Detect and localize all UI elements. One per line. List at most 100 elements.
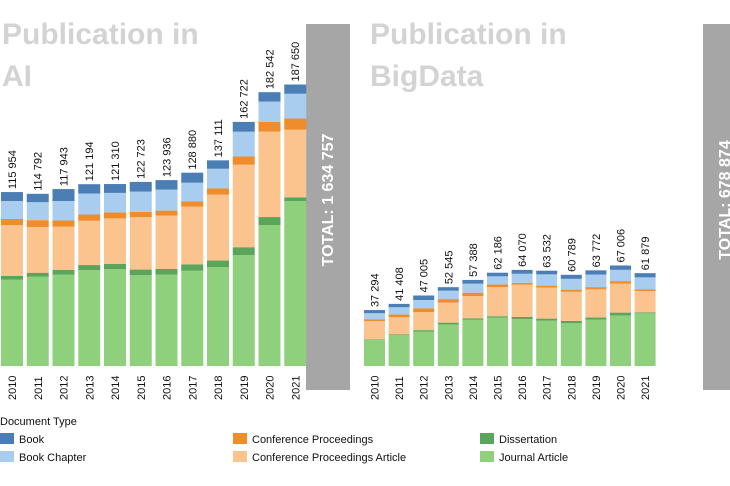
bar-segment-book xyxy=(129,181,152,192)
bar-segment-dissertation xyxy=(388,334,410,336)
bar-segment-book-chapter xyxy=(104,192,126,213)
bar-segment-book xyxy=(536,270,558,275)
x-tick-label: 2010 xyxy=(370,376,382,400)
bar-segment-book-chapter xyxy=(284,93,307,119)
legend-label-book: Book xyxy=(19,434,45,446)
bar-segment-dissertation xyxy=(610,312,631,316)
bar-segment-dissertation xyxy=(511,316,533,320)
bar-segment-conference-proceedings-article xyxy=(52,226,75,270)
x-tick-label: 2019 xyxy=(239,376,251,400)
legend-swatch-book-chapter xyxy=(0,451,14,462)
x-tick-label: 2018 xyxy=(566,376,578,400)
bar-total-label: 187 650 xyxy=(290,42,302,82)
bar-segment-book-chapter xyxy=(181,182,204,202)
bar-segment-dissertation xyxy=(560,320,582,324)
chart-ai: Publication in AI TOTAL: 1 634 757 115 954 2… xyxy=(1,18,350,400)
bar-segment-dissertation xyxy=(207,260,229,267)
bar-segment-journal-article xyxy=(232,255,255,366)
bar-segment-dissertation xyxy=(129,269,152,276)
legend-swatch-book xyxy=(0,433,14,444)
bar-segment-conference-proceedings xyxy=(1,219,23,225)
x-tick-label: 2013 xyxy=(84,376,96,400)
bar-segment-conference-proceedings xyxy=(78,214,101,221)
legend-label-book-chapter: Book Chapter xyxy=(19,452,87,464)
bar-segment-book xyxy=(104,184,126,193)
bar-total-label: 62 186 xyxy=(493,236,505,270)
bar-segment-book xyxy=(181,172,204,183)
bar-segment-journal-article xyxy=(610,315,631,366)
bar-segment-conference-proceedings xyxy=(462,292,484,297)
bar-segment-book xyxy=(487,272,508,277)
bar-segment-conference-proceedings-article xyxy=(181,206,204,265)
x-tick-label: 2021 xyxy=(640,376,652,400)
legend-swatch-conference-proceedings-article xyxy=(233,451,247,462)
bar-segment-book-chapter xyxy=(78,193,101,215)
bar-segment-conference-proceedings xyxy=(413,308,435,313)
bar-segment-journal-article xyxy=(462,319,484,366)
x-tick-label: 2015 xyxy=(136,376,148,400)
x-tick-label: 2019 xyxy=(591,376,603,400)
bar-total-label: 41 408 xyxy=(394,267,406,301)
bar-segment-dissertation xyxy=(1,276,23,280)
bar-segment-journal-article xyxy=(364,339,385,366)
bar-segment-journal-article xyxy=(560,323,582,366)
bar-total-label: 128 880 xyxy=(187,130,199,170)
legend-label-conference-proceedings: Conference Proceedings xyxy=(252,434,374,446)
bar-segment-conference-proceedings-article xyxy=(129,217,152,270)
x-tick-label: 2018 xyxy=(213,376,225,400)
bar-total-label: 64 070 xyxy=(517,233,529,267)
bar-segment-dissertation xyxy=(462,318,484,320)
bar-segment-book-chapter xyxy=(487,276,508,285)
bar-segment-conference-proceedings xyxy=(388,314,410,318)
bar-segment-dissertation xyxy=(181,264,204,271)
x-tick-label: 2020 xyxy=(616,376,628,400)
bar-segment-journal-article xyxy=(181,270,204,366)
bar-total-label: 37 294 xyxy=(370,273,382,307)
bar-segment-conference-proceedings-article xyxy=(536,287,558,319)
bar-segment-dissertation xyxy=(52,270,75,275)
bar-segment-book xyxy=(258,92,281,102)
total-label: TOTAL: 678 874 xyxy=(717,140,730,260)
chart-title-line-2: AI xyxy=(2,60,32,93)
x-tick-label: 2013 xyxy=(443,376,455,400)
bar-segment-book-chapter xyxy=(232,131,255,157)
bar-segment-book-chapter xyxy=(634,277,656,290)
bar-segment-journal-article xyxy=(258,225,281,366)
bar-segment-journal-article xyxy=(511,319,533,366)
bar-segment-conference-proceedings-article xyxy=(634,291,656,313)
bar-total-label: 60 789 xyxy=(566,238,578,272)
bar-total-label: 61 879 xyxy=(640,237,652,271)
x-tick-label: 2020 xyxy=(265,376,277,400)
bar-segment-dissertation xyxy=(78,265,101,270)
bar-segment-book xyxy=(364,310,385,314)
bar-segment-book xyxy=(52,189,75,201)
bar-segment-journal-article xyxy=(388,335,410,366)
bar-segment-dissertation xyxy=(258,217,281,225)
bar-total-label: 63 532 xyxy=(542,234,554,268)
bar-segment-book xyxy=(232,121,255,132)
bar-segment-book xyxy=(155,180,178,190)
bar-segment-book-chapter xyxy=(1,201,23,219)
bar-segment-conference-proceedings xyxy=(207,188,229,195)
total-box xyxy=(306,24,350,390)
bar-segment-conference-proceedings-article xyxy=(104,218,126,264)
bar-segment-journal-article xyxy=(413,331,435,366)
bar-total-label: 47 005 xyxy=(419,259,431,293)
bar-segment-conference-proceedings xyxy=(155,210,178,216)
chart-title-line-1: Publication in xyxy=(2,18,199,51)
bar-segment-book-chapter xyxy=(437,290,459,300)
bar-segment-journal-article xyxy=(487,317,508,366)
bar-segment-dissertation xyxy=(413,330,435,332)
x-tick-label: 2014 xyxy=(468,376,480,400)
bar-segment-conference-proceedings xyxy=(610,281,631,284)
bar-segment-journal-article xyxy=(585,319,607,366)
bar-segment-book-chapter xyxy=(462,283,484,293)
legend-swatch-conference-proceedings xyxy=(233,433,247,444)
bar-segment-book-chapter xyxy=(364,313,385,320)
bar-segment-conference-proceedings-article xyxy=(155,215,178,269)
bar-segment-dissertation xyxy=(487,316,508,318)
chart-bigdata: Publication in BigData TOTAL: 678 874 37 29… xyxy=(364,18,730,400)
x-tick-label: 2011 xyxy=(33,376,45,400)
bar-segment-conference-proceedings xyxy=(511,282,533,285)
bar-segment-book xyxy=(462,279,484,284)
